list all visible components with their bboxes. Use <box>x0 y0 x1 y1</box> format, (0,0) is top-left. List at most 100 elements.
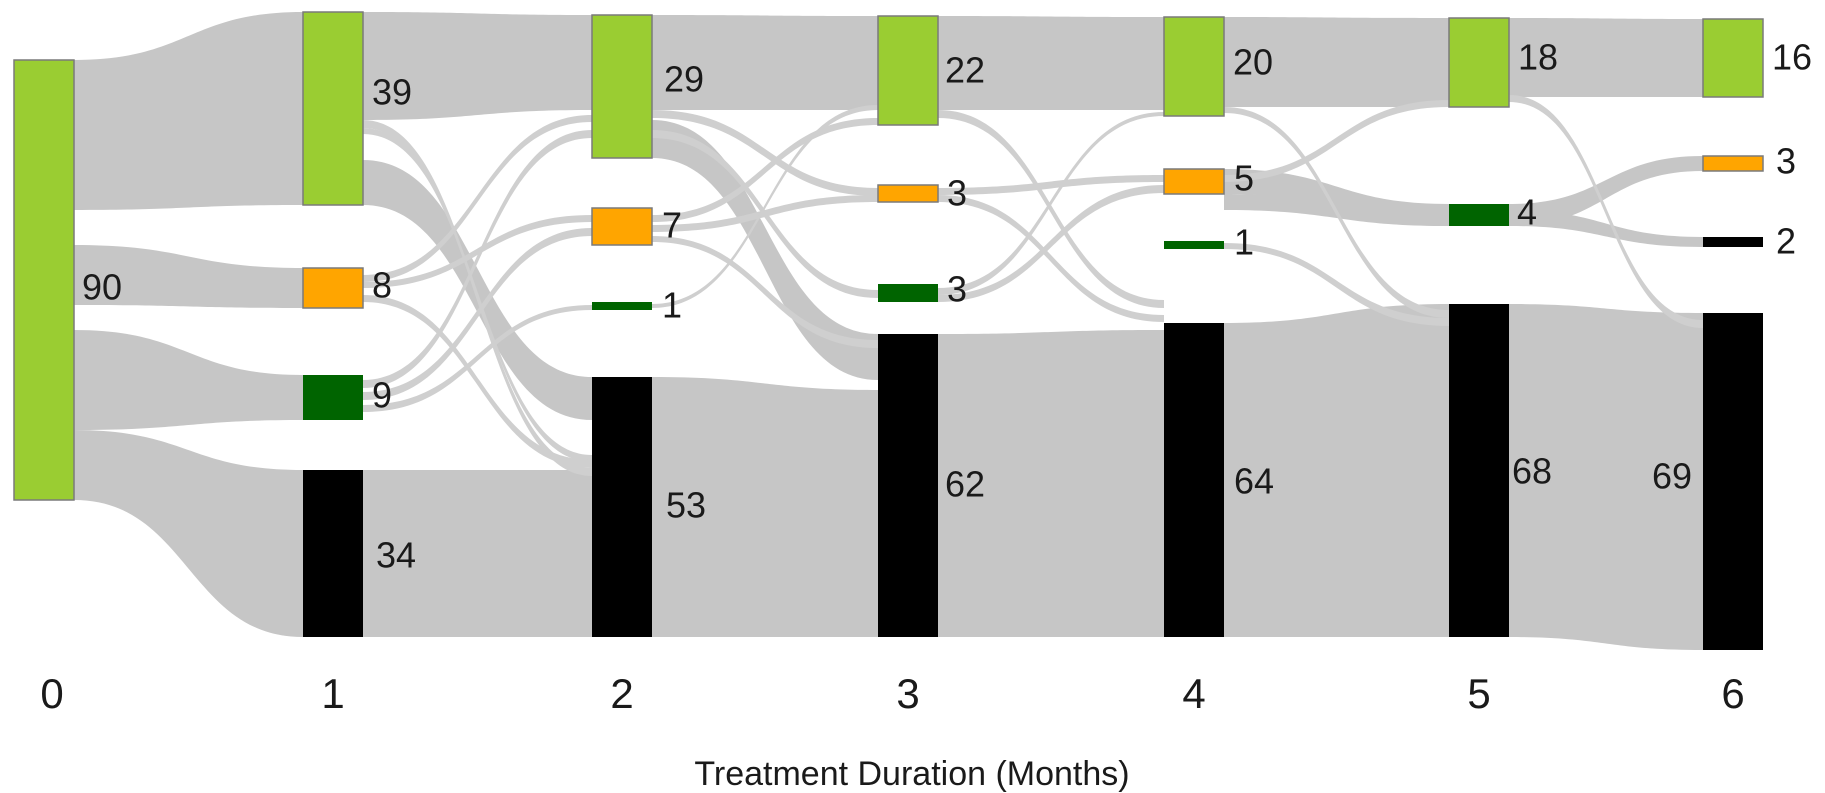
node-1-black-3 <box>303 470 363 637</box>
node-label-3-2: 3 <box>947 269 967 310</box>
node-label-6-0: 16 <box>1772 37 1812 78</box>
flow-band-8 <box>938 16 1164 110</box>
node-label-3-1: 3 <box>947 173 967 214</box>
node-label-2-2: 1 <box>662 285 682 326</box>
flow-thin-20 <box>1224 100 1449 182</box>
flow-band-1 <box>74 245 303 308</box>
node-label-3-0: 22 <box>945 50 985 91</box>
node-label-5-1: 4 <box>1517 192 1537 233</box>
x-axis-title: Treatment Duration (Months) <box>694 755 1129 793</box>
flow-band-15 <box>652 120 878 380</box>
flow-layer <box>74 12 1703 650</box>
flow-thin-19 <box>1224 107 1449 318</box>
flow-thin-6 <box>363 228 592 400</box>
node-3-light-green-0 <box>877 15 939 126</box>
flow-band-18 <box>1509 156 1703 226</box>
flow-band-13 <box>1509 304 1703 650</box>
node-label-4-0: 20 <box>1233 42 1273 83</box>
flow-band-10 <box>1224 17 1449 107</box>
flow-band-9 <box>938 330 1164 637</box>
node-2-dark-green-2 <box>592 302 652 310</box>
label-layer: 90 39 8 9 34 29 7 1 53 22 3 3 62 20 5 1 64 18 4 68 16 3 2 69 <box>82 37 1812 576</box>
node-label-2-3: 53 <box>666 485 706 526</box>
node-3-orange-1 <box>877 184 939 203</box>
flow-thin-21 <box>1224 243 1449 326</box>
flow-band-11 <box>1224 304 1449 637</box>
flow-thin-10 <box>652 118 878 222</box>
flow-thin-1 <box>363 128 592 462</box>
flow-band-5 <box>363 470 592 637</box>
node-5-black-2 <box>1449 304 1509 637</box>
node-3-dark-green-2 <box>878 284 938 302</box>
node-1-orange-1 <box>302 267 364 309</box>
flow-thin-11 <box>652 195 878 232</box>
node-1-light-green-0 <box>302 11 364 206</box>
node-5-light-green-0 <box>1448 17 1510 108</box>
x-tick-0: 0 <box>40 670 63 717</box>
node-2-light-green-0 <box>591 14 653 159</box>
node-4-orange-1 <box>1163 168 1225 195</box>
flow-band-4 <box>363 12 592 120</box>
flow-thin-8 <box>652 110 878 196</box>
node-label-4-3: 64 <box>1234 461 1274 502</box>
node-6-light-green-0 <box>1702 18 1764 98</box>
flow-thin-15 <box>938 175 1164 195</box>
flow-thin-14 <box>938 110 1164 308</box>
flow-thin-4 <box>363 295 592 468</box>
node-label-3-3: 62 <box>945 464 985 505</box>
node-label-0-0: 90 <box>82 267 122 308</box>
node-4-light-green-0 <box>1163 16 1225 117</box>
node-label-1-3: 34 <box>376 535 416 576</box>
node-label-5-2: 68 <box>1512 451 1552 492</box>
flow-band-16 <box>1224 169 1449 226</box>
node-label-1-1: 8 <box>372 265 392 306</box>
x-tick-2: 2 <box>610 670 633 717</box>
node-5-dark-green-1 <box>1449 204 1509 226</box>
node-label-2-0: 29 <box>664 59 704 100</box>
flow-band-14 <box>363 160 592 420</box>
flow-band-6 <box>652 15 878 110</box>
x-tick-3: 3 <box>896 670 919 717</box>
x-tick-5: 5 <box>1467 670 1490 717</box>
node-label-6-3: 69 <box>1652 456 1692 497</box>
flow-band-12 <box>1509 18 1703 97</box>
node-4-black-3 <box>1164 323 1224 637</box>
node-label-6-2: 2 <box>1776 221 1796 262</box>
node-label-1-0: 39 <box>372 72 412 113</box>
flow-thin-2 <box>363 115 592 282</box>
x-tick-1: 1 <box>321 670 344 717</box>
node-1-dark-green-2 <box>303 375 363 420</box>
flow-thin-18 <box>938 185 1164 302</box>
flow-band-7 <box>652 377 878 637</box>
node-2-black-3 <box>592 377 652 637</box>
node-label-5-0: 18 <box>1518 37 1558 78</box>
node-label-1-2: 9 <box>372 375 392 416</box>
flow-thin-5 <box>363 130 592 388</box>
flow-band-3 <box>74 430 303 637</box>
flow-band-19 <box>1509 210 1703 247</box>
node-3-black-3 <box>878 334 938 637</box>
flow-thin-7 <box>363 305 592 412</box>
node-label-4-2: 1 <box>1234 222 1254 263</box>
x-axis: 0 1 2 3 4 5 6 <box>40 670 1744 717</box>
node-0-light-green-0 <box>13 59 75 501</box>
node-6-orange-1 <box>1702 155 1764 172</box>
node-6-black-3 <box>1703 313 1763 650</box>
flow-thin-12 <box>652 236 878 348</box>
x-tick-6: 6 <box>1721 670 1744 717</box>
flow-thin-13 <box>652 105 878 308</box>
node-label-6-1: 3 <box>1776 141 1796 182</box>
flow-band-2 <box>74 330 303 430</box>
flow-band-0 <box>74 12 303 210</box>
node-layer <box>13 11 1764 650</box>
node-4-dark-green-2 <box>1164 241 1224 249</box>
flow-thin-3 <box>363 215 592 288</box>
flow-thin-16 <box>938 195 1164 322</box>
flow-thin-22 <box>1509 95 1703 328</box>
x-tick-4: 4 <box>1182 670 1205 717</box>
flow-thin-17 <box>938 112 1164 295</box>
node-label-2-1: 7 <box>662 205 682 246</box>
node-6-black-2 <box>1703 237 1763 247</box>
node-2-orange-1 <box>591 207 653 246</box>
